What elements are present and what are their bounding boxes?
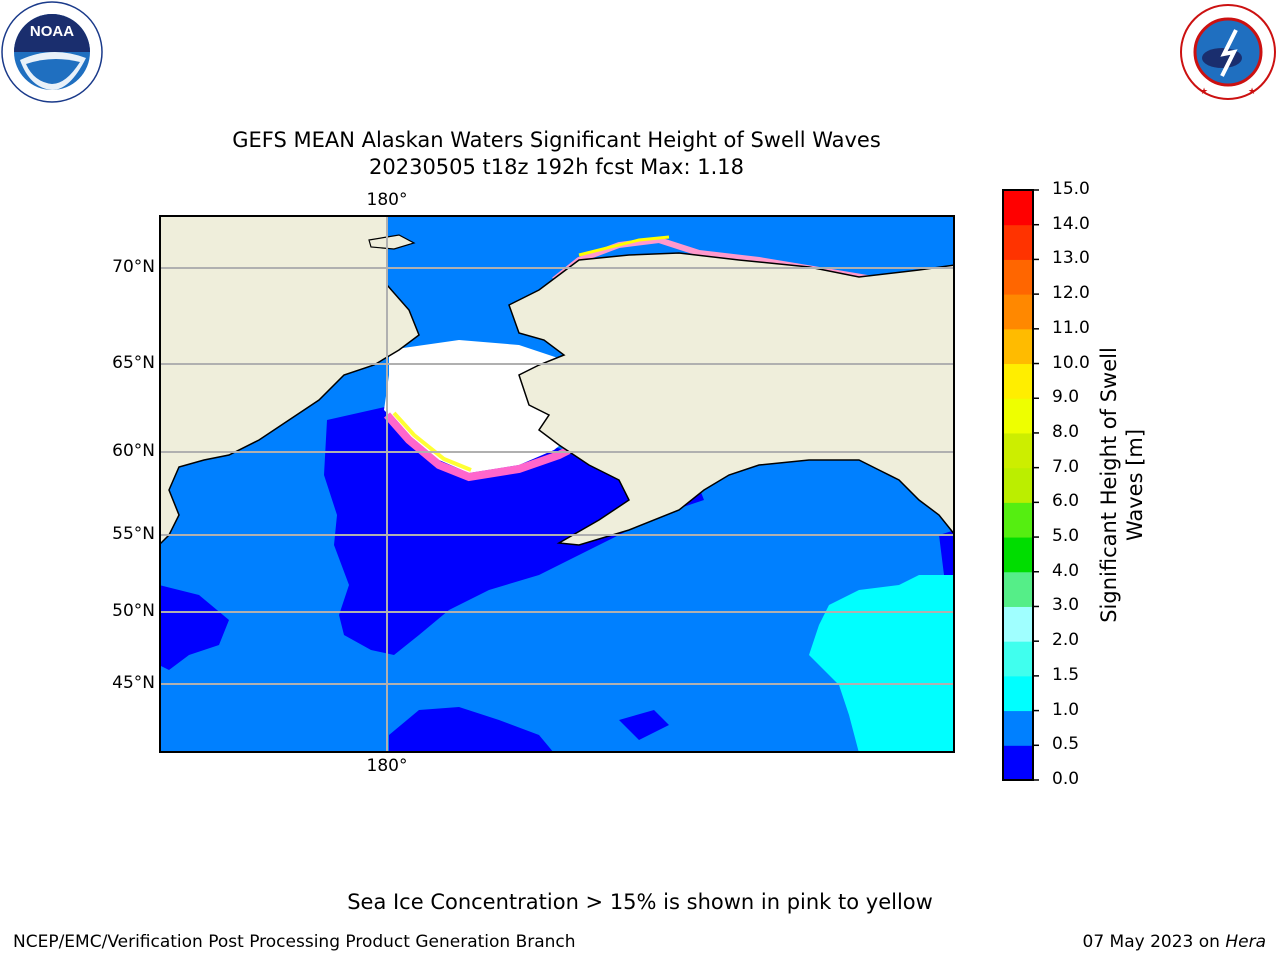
host-name: Hera (1225, 932, 1266, 952)
colorbar-tick-label: 14.0 (1052, 213, 1090, 234)
colorbar-segment (1003, 432, 1033, 469)
ice-edge-yellow (392, 411, 472, 472)
svg-text:Waves [m]: Waves [m] (1123, 429, 1147, 541)
lat-label-55: 55°N (112, 524, 155, 544)
colorbar-border (1002, 189, 1034, 781)
graticule (160, 216, 954, 752)
land-alaska (508, 252, 954, 546)
colorbar-segment (1003, 745, 1033, 781)
land-siberia (160, 216, 420, 546)
lat-label-50: 50°N (112, 601, 155, 621)
colorbar-tick-label: 1.0 (1052, 699, 1080, 720)
colorbar-segment (1003, 398, 1033, 434)
chart-title: GEFS MEAN Alaskan Waters Significant Hei… (232, 128, 881, 152)
chart-subtitle: 20230505 t18z 192h fcst Max: 1.18 (369, 155, 744, 179)
colorbar-tick-label: 8.0 (1052, 421, 1080, 442)
run-date: 07 May 2023 on Hera (1083, 932, 1267, 952)
colorbar-tick-label: 5.0 (1052, 526, 1080, 547)
run-date-text: 07 May 2023 on (1082, 932, 1226, 952)
land-stlawrence-island (368, 234, 416, 250)
colorbar-segment (1003, 710, 1033, 746)
colorbar-tick-label: 3.0 (1052, 595, 1080, 616)
noaa-logo: NOAA (1, 1, 103, 103)
low-swell-southeast-coast (939, 530, 954, 585)
colorbar-segment (1003, 502, 1033, 538)
colorbar-tick-label: 13.0 (1052, 248, 1090, 269)
colorbar-segment (1003, 363, 1033, 399)
colorbar-segment (1003, 224, 1033, 260)
sea-ice-note: Sea Ice Concentration > 15% is shown in … (347, 890, 933, 914)
svg-text:NOAA: NOAA (30, 23, 74, 40)
colorbar-segment (1003, 294, 1033, 330)
lon-label-top: 180° (366, 190, 408, 210)
ice-arctic-yellow (578, 235, 670, 257)
high-swell-east (809, 575, 954, 752)
colorbar-segment (1003, 606, 1033, 642)
lon-label-bottom: 180° (366, 756, 408, 776)
low-swell-west (160, 585, 229, 670)
colorbar-tick-label: 6.0 (1052, 491, 1080, 512)
producer-credit: NCEP/EMC/Verification Post Processing Pr… (13, 932, 576, 952)
colorbar (1002, 189, 1039, 781)
colorbar-tick-label: 4.0 (1052, 560, 1080, 581)
colorbar-segment (1003, 537, 1033, 573)
lat-label-60: 60°N (112, 441, 155, 461)
colorbar-tick-label: 10.0 (1052, 352, 1090, 373)
colorbar-tick-label: 1.5 (1052, 664, 1080, 685)
colorbar-tick-label: 7.0 (1052, 456, 1080, 477)
colorbar-segment (1003, 571, 1033, 607)
colorbar-tick-label: 2.0 (1052, 630, 1080, 651)
colorbar-tick-label: 11.0 (1052, 317, 1090, 338)
lat-label-65: 65°N (112, 353, 155, 373)
colorbar-segment (1003, 190, 1033, 226)
svg-text:Significant Height of Swell: Significant Height of Swell (1097, 347, 1121, 623)
lat-label-45: 45°N (112, 673, 155, 693)
colorbar-segment (1003, 467, 1033, 503)
lat-label-70: 70°N (112, 257, 155, 277)
colorbar-tick-label: 0.5 (1052, 734, 1080, 755)
svg-text:★: ★ (1200, 87, 1208, 97)
colorbar-segment (1003, 675, 1033, 712)
colorbar-segment (1003, 641, 1033, 677)
low-swell-south (389, 707, 669, 752)
colorbar-title: Significant Height of Swell Waves [m] (1097, 347, 1147, 623)
colorbar-tick-label: 9.0 (1052, 387, 1080, 408)
map-panel (159, 215, 955, 753)
colorbar-segment (1003, 328, 1033, 365)
colorbar-tick-label: 15.0 (1052, 179, 1090, 199)
colorbar-tick-label: 0.0 (1052, 769, 1080, 789)
nws-logo: ★ ★ (1180, 4, 1276, 100)
colorbar-tick-label: 12.0 (1052, 283, 1090, 304)
colorbar-segment (1003, 259, 1033, 295)
svg-text:★: ★ (1248, 87, 1256, 97)
